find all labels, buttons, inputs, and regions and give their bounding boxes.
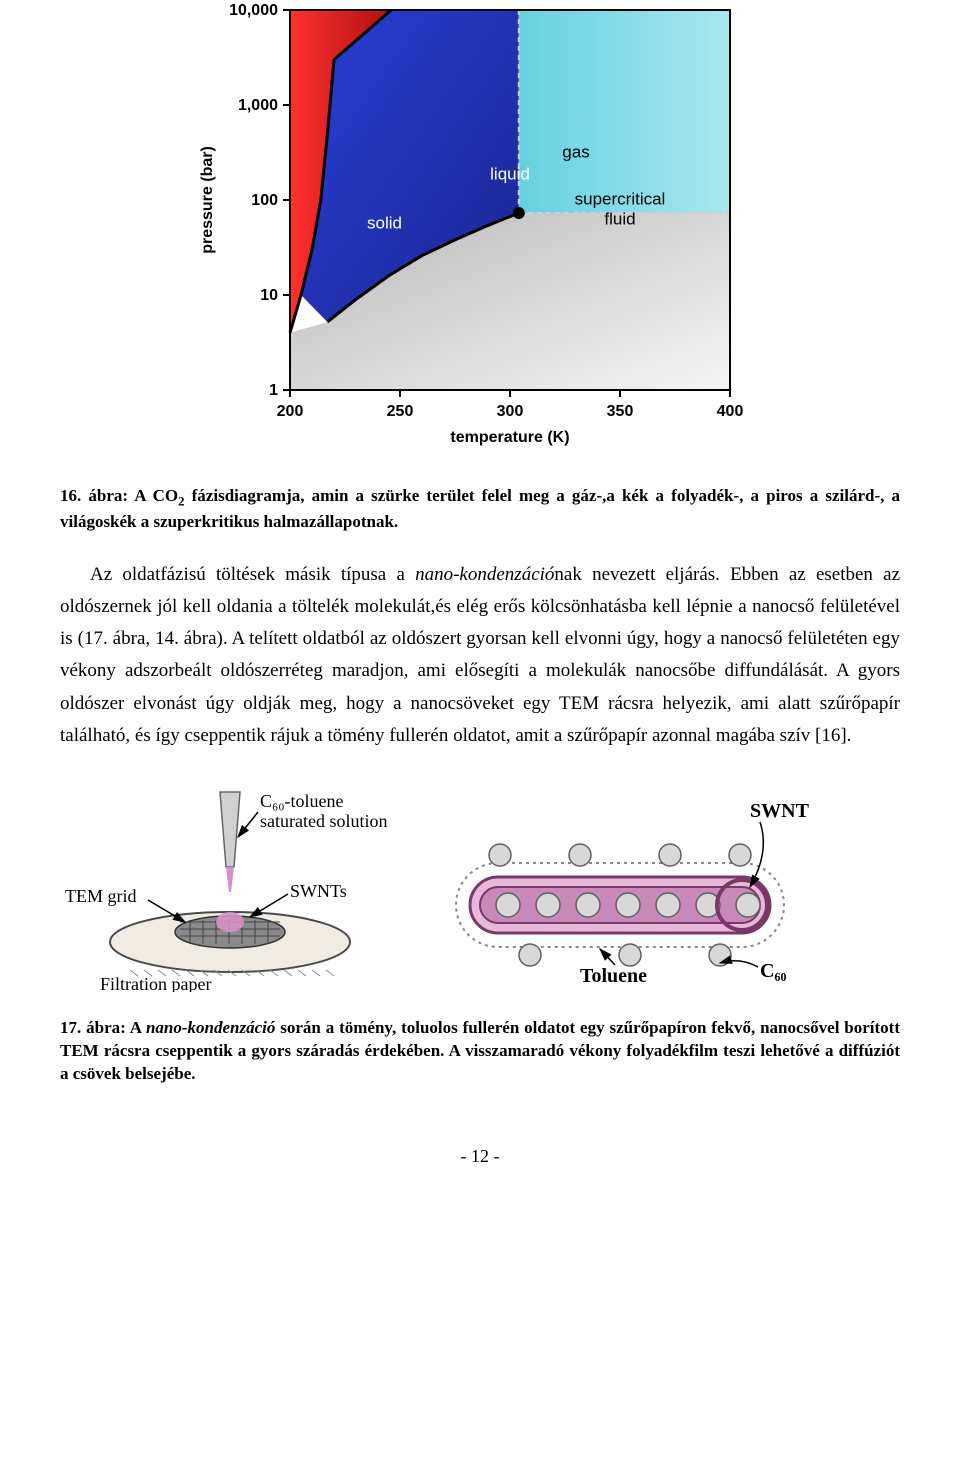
svg-text:400: 400 — [717, 403, 744, 420]
svg-text:fluid: fluid — [604, 209, 635, 228]
svg-text:Filtration paper: Filtration paper — [100, 974, 211, 992]
figure-16-caption: 16. ábra: A CO2 fázisdiagramja, amin a s… — [60, 485, 900, 534]
body-paragraph: Az oldatfázisú töltések másik típusa a n… — [60, 559, 900, 753]
page-number: - 12 - — [60, 1146, 900, 1167]
phase-diagram-chart: 200 250 300 350 400 1 10 100 1,000 10,000 temperat… — [190, 0, 770, 465]
svg-text:SWNT: SWNT — [750, 800, 810, 822]
svg-text:10: 10 — [260, 287, 278, 304]
svg-text:saturated solution: saturated solution — [260, 811, 387, 831]
svg-text:10,000: 10,000 — [229, 2, 278, 19]
svg-text:pressure (bar): pressure (bar) — [199, 146, 216, 254]
svg-text:temperature (K): temperature (K) — [450, 429, 569, 446]
svg-text:300: 300 — [497, 403, 524, 420]
svg-text:SWNTs: SWNTs — [290, 881, 347, 901]
svg-text:solid: solid — [367, 214, 402, 233]
svg-text:250: 250 — [387, 403, 414, 420]
svg-text:TEM grid: TEM grid — [65, 886, 137, 906]
svg-text:1,000: 1,000 — [238, 97, 278, 114]
svg-text:350: 350 — [607, 403, 634, 420]
svg-text:1: 1 — [269, 382, 278, 399]
svg-text:liquid: liquid — [490, 164, 530, 183]
svg-text:C₆₀-toluene: C₆₀-toluene — [260, 791, 344, 811]
figure-17-caption: 17. ábra: A nano-kondenzáció során a töm… — [60, 1017, 900, 1086]
svg-text:200: 200 — [277, 403, 304, 420]
figure-17-illustration: C₆₀-toluenesaturated solution TEM grid SWN… — [60, 782, 900, 997]
svg-text:C₆₀: C₆₀ — [760, 960, 786, 982]
svg-text:gas: gas — [562, 143, 589, 162]
svg-text:supercritical: supercritical — [575, 189, 666, 208]
svg-text:100: 100 — [251, 192, 278, 209]
svg-text:Toluene: Toluene — [580, 965, 647, 987]
